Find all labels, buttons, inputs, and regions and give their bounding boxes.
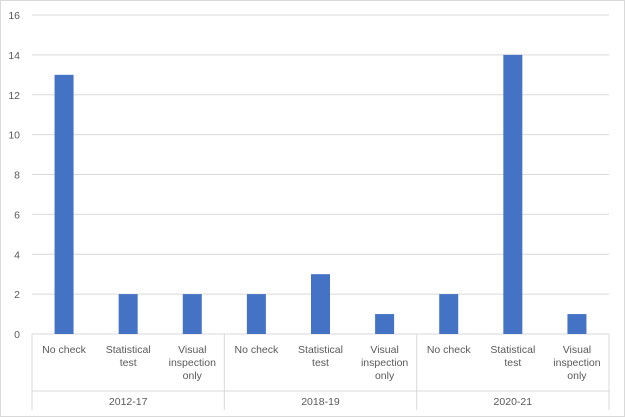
- bar: [54, 74, 74, 334]
- x-group-label: 2018-19: [301, 396, 340, 408]
- y-tick-label: 2: [14, 289, 20, 301]
- x-category-label: Statistical test: [106, 344, 151, 369]
- x-category-label: Statistical test: [298, 344, 343, 369]
- y-tick-label: 0: [14, 329, 20, 341]
- y-tick-label: 8: [14, 170, 20, 182]
- y-tick-label: 4: [14, 249, 20, 261]
- bar: [375, 314, 395, 334]
- y-tick-label: 6: [14, 209, 20, 221]
- y-tick-label: 10: [8, 130, 20, 142]
- bar: [311, 274, 330, 334]
- bar: [182, 294, 202, 334]
- y-tick-label: 14: [8, 50, 20, 62]
- x-category-label: Statistical test: [490, 344, 535, 369]
- x-group-label: 2020-21: [494, 396, 533, 408]
- bar: [503, 54, 523, 334]
- x-category-label: No check: [427, 344, 472, 356]
- bar: [567, 314, 587, 334]
- y-tick-label: 16: [8, 10, 20, 22]
- y-tick-label: 12: [8, 90, 20, 102]
- x-category-label: Visual inspection only: [361, 344, 408, 382]
- x-category-label: No check: [234, 344, 279, 356]
- x-category-label: No check: [42, 344, 87, 356]
- x-category-label: Visual inspection only: [169, 344, 216, 382]
- x-group-label: 2012-17: [109, 396, 148, 408]
- bar: [246, 294, 266, 334]
- x-category-label: Visual inspection only: [553, 344, 600, 382]
- bar: [439, 294, 459, 334]
- bar: [118, 294, 138, 334]
